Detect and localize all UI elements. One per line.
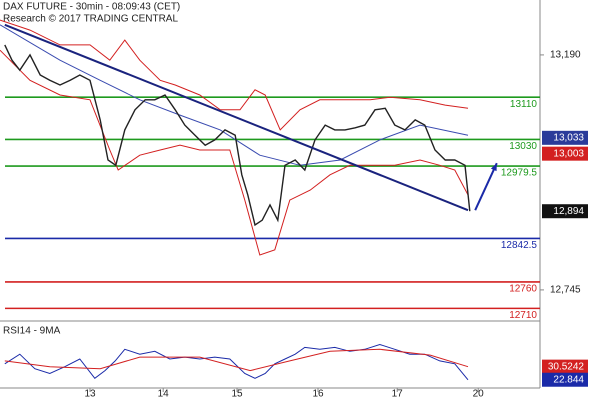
last-value-box [542,146,588,161]
arrow [474,162,498,211]
x-tick-label: 13 [84,389,96,400]
last-value-label: 13,033 [553,132,584,143]
x-tick-label: 20 [473,389,485,400]
last-value-label: 13,003 [553,148,584,159]
series-line [0,19,469,131]
level-label: 12710 [509,310,537,321]
arrow-head [490,163,497,172]
x-tick-label: 14 [158,389,170,400]
y-tick-label: 13,190 [550,50,581,61]
x-tick-label: 16 [312,389,324,400]
series-line [0,24,469,166]
level-label: 12842.5 [501,240,538,251]
series-line [4,44,471,227]
level-label: 12979.5 [501,168,538,179]
last-value-box [542,204,588,219]
last-value-label: 12,894 [553,206,584,217]
level-label: 12760 [509,284,537,295]
last-value-label: 22.844 [553,374,584,385]
last-value-box [542,359,588,374]
rsi-title: RSI14 - 9MA [3,326,61,337]
last-value-label: 30.5242 [548,361,585,372]
chart-title: DAX FUTURE - 30min - 08:09:43 (CET) [3,2,180,13]
chart-subtitle: Research © 2017 TRADING CENTRAL [3,14,178,25]
level-label: 13030 [509,141,537,152]
series-line [4,348,469,372]
level-label: 13110 [510,99,538,110]
trendline [4,23,469,212]
last-value-box [542,130,588,145]
series-line [4,343,469,381]
series-line [0,49,469,256]
x-tick-label: 15 [231,389,243,400]
y-tick-label: 12,745 [550,285,581,296]
last-value-box [542,372,588,387]
x-tick-label: 17 [392,389,404,400]
